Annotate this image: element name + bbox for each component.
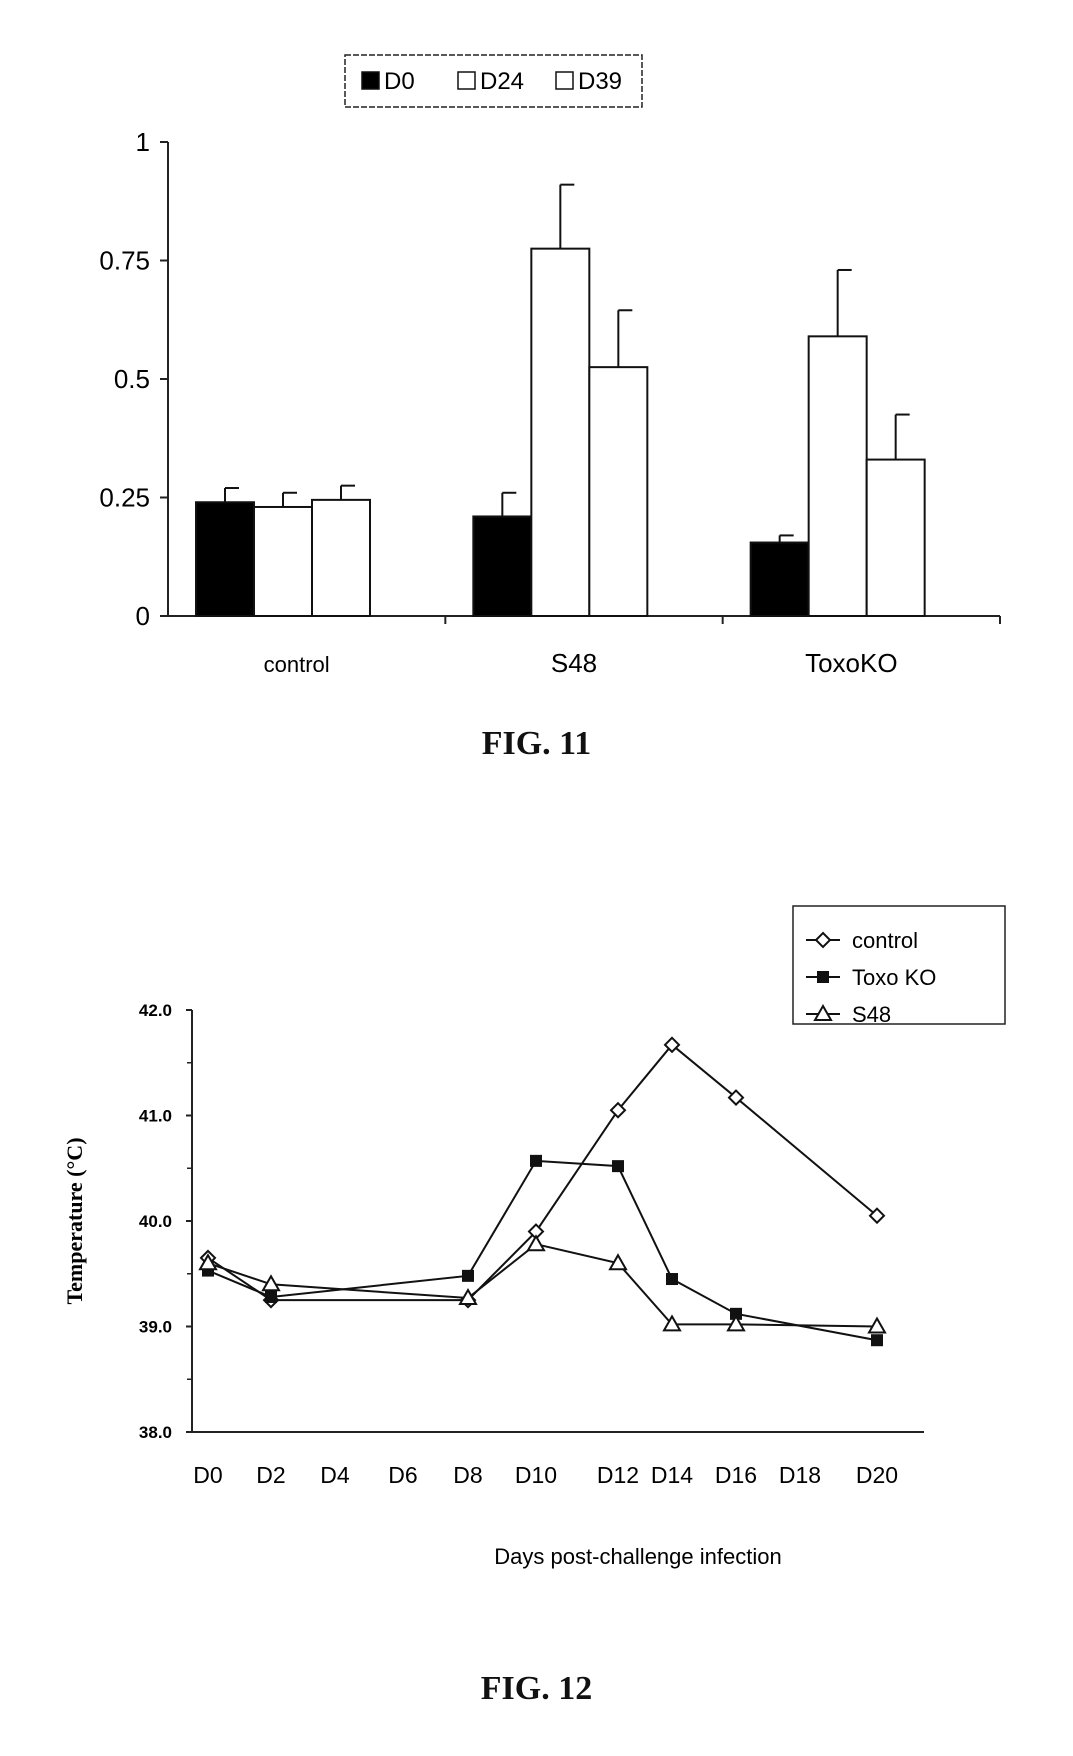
bar-legend: D0 D24 D39 [345,55,642,107]
category-label-toxoko: ToxoKO [805,648,898,678]
y-tick-label: 0 [136,601,150,631]
bar-toxoko-d39 [867,460,925,616]
bar-control-d24 [254,507,312,616]
bars-group [196,185,925,616]
bar-toxoko-d0 [751,543,809,616]
x-tick-label-d16: D16 [715,1462,757,1488]
point-control-d2 [264,1293,278,1307]
legend-marker-toxo-ko [817,971,829,983]
legend-marker-control [816,933,830,947]
x-tick-label-d10: D10 [515,1462,557,1488]
point-control-d20 [870,1209,884,1223]
y-tick-label: 41.0 [139,1107,172,1126]
point-toxo-ko-d2 [265,1291,277,1303]
series-line-control [208,1045,877,1300]
point-control-d12 [611,1103,625,1117]
y-axis: 0 0.25 0.5 0.75 1 [99,127,168,631]
legend-marker-s48 [815,1006,831,1020]
x-tick-label-d8: D8 [453,1462,482,1488]
y-axis-title: Temperature (°C) [62,1137,87,1304]
x-tick-label-d12: D12 [597,1462,639,1488]
point-control-d8 [461,1293,475,1307]
y-tick-label: 0.75 [99,246,150,276]
point-toxo-ko-d14 [666,1273,678,1285]
series-line-s48 [208,1244,877,1326]
y-axis-temperature: 38.0 39.0 40.0 41.0 42.0 [139,1001,192,1442]
point-toxo-ko-d16 [730,1308,742,1320]
legend-swatch-d24 [458,72,475,89]
point-s48-d14 [664,1316,680,1330]
point-s48-d16 [728,1316,744,1330]
bar-control-d39 [312,500,370,616]
legend-swatch-d39 [556,72,573,89]
y-tick-label: 0.25 [99,483,150,513]
category-label-s48: S48 [551,648,597,678]
line-legend: control Toxo KO S48 [793,906,1005,1027]
x-tick-label-d20: D20 [856,1462,898,1488]
category-label-control: control [264,652,330,677]
figure-12-caption: FIG. 12 [0,1670,1073,1708]
y-tick-label: 0.5 [114,364,150,394]
x-tick-label-d4: D4 [320,1462,350,1488]
point-toxo-ko-d20 [871,1334,883,1346]
point-s48-d8 [460,1290,476,1304]
point-control-d14 [665,1038,679,1052]
legend-label-control: control [852,928,918,953]
point-toxo-ko-d0 [202,1265,214,1277]
point-s48-d10 [528,1236,544,1250]
point-control-d0 [201,1251,215,1265]
point-control-d16 [729,1091,743,1105]
legend-label-d0: D0 [384,68,415,95]
x-axis-days: D0 D2 D4 D6 D8 D10 D12 D14 D16 D18 D20 [192,1432,924,1488]
x-tick-label-d2: D2 [256,1462,285,1488]
y-tick-label: 40.0 [139,1212,172,1231]
y-tick-label: 39.0 [139,1318,172,1337]
x-tick-label-d18: D18 [779,1462,821,1488]
point-toxo-ko-d10 [530,1155,542,1167]
point-s48-d2 [263,1276,279,1290]
point-s48-d0 [200,1255,216,1269]
x-axis: control S48 ToxoKO [168,616,1000,678]
legend-label-d24: D24 [480,68,524,95]
bar-chart: D0 D24 D39 0 0.25 0.5 0.75 1 control S48 ToxoKO [0,0,1073,760]
bar-s48-d39 [589,367,647,616]
bar-s48-d0 [473,516,531,616]
y-tick-label: 38.0 [139,1423,172,1442]
bar-toxoko-d24 [809,336,867,616]
x-tick-label-d0: D0 [193,1462,222,1488]
x-axis-title: Days post-challenge infection [494,1544,781,1569]
point-control-d10 [529,1225,543,1239]
point-s48-d12 [610,1255,626,1269]
series-line-toxo-ko [208,1161,877,1340]
bar-s48-d24 [531,249,589,616]
x-tick-label-d14: D14 [651,1462,693,1488]
legend-label-toxo-ko: Toxo KO [852,965,936,990]
legend-swatch-d0 [362,72,379,89]
series-group [200,1038,885,1346]
legend-label-d39: D39 [578,68,622,95]
point-toxo-ko-d12 [612,1160,624,1172]
point-toxo-ko-d8 [462,1270,474,1282]
figure-11-caption: FIG. 11 [0,725,1073,763]
x-tick-label-d6: D6 [388,1462,417,1488]
bar-control-d0 [196,502,254,616]
y-tick-label: 42.0 [139,1001,172,1020]
point-s48-d20 [869,1319,885,1333]
legend-label-s48: S48 [852,1002,891,1027]
y-tick-label: 1 [136,127,150,157]
